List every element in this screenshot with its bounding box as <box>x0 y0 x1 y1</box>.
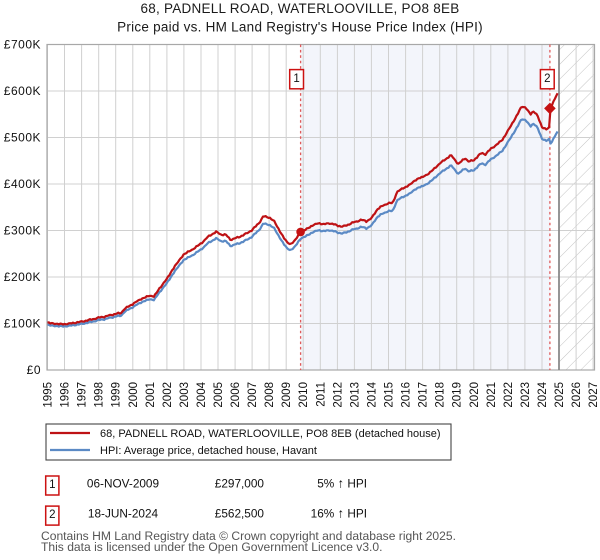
svg-text:£700K: £700K <box>4 38 41 52</box>
svg-text:2015: 2015 <box>384 382 396 408</box>
svg-text:2001: 2001 <box>145 382 157 408</box>
svg-text:1997: 1997 <box>77 382 89 408</box>
svg-text:2020: 2020 <box>469 382 481 408</box>
svg-text:£100K: £100K <box>4 317 41 331</box>
svg-text:2004: 2004 <box>196 381 208 407</box>
svg-text:2019: 2019 <box>452 382 464 408</box>
svg-text:£300K: £300K <box>4 224 41 238</box>
svg-text:2027: 2027 <box>588 382 600 408</box>
svg-text:2021: 2021 <box>486 382 498 408</box>
svg-text:£562,500: £562,500 <box>215 506 265 520</box>
svg-text:2011: 2011 <box>315 382 327 407</box>
svg-text:£600K: £600K <box>4 84 41 98</box>
svg-text:£400K: £400K <box>4 177 41 191</box>
svg-text:2017: 2017 <box>418 382 430 408</box>
svg-text:1996: 1996 <box>60 382 72 408</box>
svg-text:1: 1 <box>49 479 55 491</box>
svg-text:2013: 2013 <box>349 382 361 408</box>
svg-text:68, PADNELL ROAD, WATERLOOVILL: 68, PADNELL ROAD, WATERLOOVILLE, PO8 8EB <box>140 1 459 16</box>
svg-text:68, PADNELL ROAD, WATERLOOVILL: 68, PADNELL ROAD, WATERLOOVILLE, PO8 8EB… <box>100 428 441 440</box>
svg-text:Price paid vs. HM Land Registr: Price paid vs. HM Land Registry's House … <box>117 20 483 35</box>
svg-text:£297,000: £297,000 <box>215 476 265 490</box>
svg-text:1998: 1998 <box>94 382 106 408</box>
svg-text:2024: 2024 <box>537 381 549 407</box>
svg-text:2007: 2007 <box>247 382 259 408</box>
svg-text:2012: 2012 <box>332 382 344 408</box>
svg-text:1: 1 <box>293 73 299 85</box>
svg-text:2002: 2002 <box>162 382 174 408</box>
svg-text:2009: 2009 <box>281 382 293 408</box>
svg-text:2022: 2022 <box>503 382 515 408</box>
svg-text:Contains HM Land Registry data: Contains HM Land Registry data © Crown c… <box>41 529 456 543</box>
svg-text:£200K: £200K <box>4 270 41 284</box>
svg-text:2: 2 <box>49 509 55 521</box>
svg-text:HPI: Average price, detached h: HPI: Average price, detached house, Hava… <box>100 445 317 457</box>
svg-text:2000: 2000 <box>128 382 140 408</box>
svg-text:£500K: £500K <box>4 131 41 145</box>
svg-text:2005: 2005 <box>213 382 225 408</box>
svg-text:16% ↑ HPI: 16% ↑ HPI <box>311 505 367 520</box>
svg-text:5% ↑ HPI: 5% ↑ HPI <box>317 475 367 490</box>
svg-text:06-NOV-2009: 06-NOV-2009 <box>87 476 159 490</box>
svg-text:2018: 2018 <box>435 382 447 408</box>
svg-text:2: 2 <box>544 73 550 85</box>
svg-text:2016: 2016 <box>401 382 413 408</box>
svg-text:£0: £0 <box>27 363 41 377</box>
svg-text:2026: 2026 <box>571 382 583 408</box>
svg-text:2025: 2025 <box>554 382 566 408</box>
svg-text:1995: 1995 <box>43 382 55 408</box>
svg-text:2023: 2023 <box>520 382 532 408</box>
svg-text:18-JUN-2024: 18-JUN-2024 <box>88 506 159 520</box>
svg-text:1999: 1999 <box>111 382 123 408</box>
svg-text:This data is licensed under th: This data is licensed under the Open Gov… <box>41 540 383 554</box>
svg-text:2010: 2010 <box>298 382 310 408</box>
svg-text:2008: 2008 <box>264 382 276 408</box>
svg-text:2003: 2003 <box>179 382 191 408</box>
svg-text:2006: 2006 <box>230 382 242 408</box>
svg-text:2014: 2014 <box>366 381 378 407</box>
